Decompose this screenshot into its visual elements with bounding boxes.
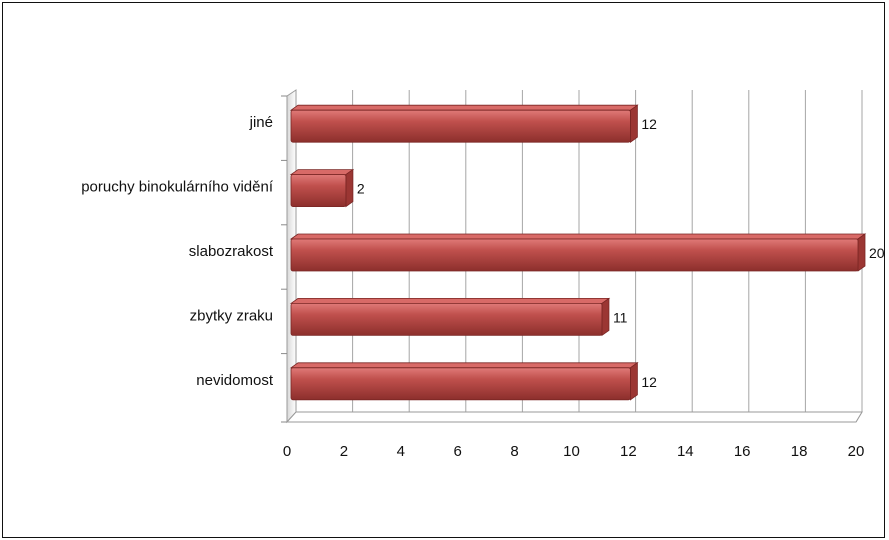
bar-top-face [289, 104, 639, 111]
bar-top-face [289, 297, 611, 304]
bar [290, 367, 631, 401]
bar-end-face [345, 168, 354, 208]
x-tick-label: 2 [340, 443, 348, 460]
category-label: nevidomost [196, 372, 274, 389]
bar-end-face [601, 297, 610, 337]
x-tick-label: 16 [734, 443, 751, 460]
data-label: 12 [641, 116, 657, 132]
bar-end-face [630, 104, 638, 143]
bar-top-face [289, 362, 639, 369]
x-tick-label: 10 [563, 443, 580, 460]
x-tick-label: 8 [510, 443, 518, 460]
floor [285, 411, 863, 423]
x-tick-label: 0 [283, 443, 291, 460]
bar [290, 302, 603, 336]
data-label: 12 [641, 374, 657, 390]
x-tick-label: 20 [848, 443, 865, 460]
bar [290, 109, 631, 143]
x-tick-label: 6 [454, 443, 462, 460]
category-label: jiné [249, 114, 273, 131]
x-tick-label: 14 [677, 443, 694, 460]
data-label: 2 [357, 181, 365, 197]
bar [290, 174, 347, 208]
bar-end-face [857, 233, 866, 272]
bars [289, 104, 867, 401]
x-tick-label: 12 [620, 443, 637, 460]
x-tick-label: 4 [397, 443, 405, 460]
data-label: 11 [613, 309, 628, 325]
bar-end-face [630, 362, 638, 401]
bar-top-face [289, 169, 355, 176]
category-label: zbytky zraku [190, 307, 273, 324]
category-label: poruchy binokulárního vidění [81, 179, 274, 196]
data-label: 20 [869, 245, 885, 261]
bar-top-face [289, 233, 867, 240]
category-label: slabozrakost [189, 243, 274, 260]
x-tick-label: 18 [791, 443, 808, 460]
bar [290, 238, 859, 272]
labels: 0 2 4 6 8 10 12 14 16 18 20 12 jiné 2 poruchy binokulá… [81, 114, 885, 460]
